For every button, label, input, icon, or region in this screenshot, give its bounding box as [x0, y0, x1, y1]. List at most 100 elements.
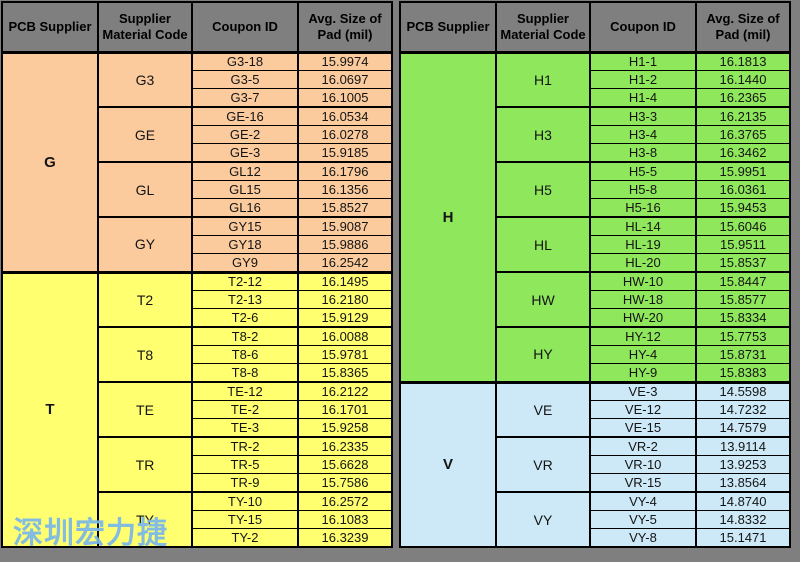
table-row: TE TE-12 16.2122 — [2, 381, 393, 439]
pad-size-cell: 15.8447 — [695, 271, 791, 291]
table-row: VY-8 15.1471 — [400, 528, 791, 548]
column-header: Avg. Size of Pad (mil) — [695, 1, 791, 53]
material-code-cell: HL — [495, 216, 591, 274]
material-code-cell: H3 — [495, 106, 591, 164]
table-row: GE-2 16.0278 — [2, 124, 393, 145]
pad-size-cell: 15.8537 — [695, 253, 791, 273]
coupon-id-cell: HL-19 — [589, 234, 697, 255]
pad-size-cell: 15.8365 — [297, 363, 393, 383]
table-row: H3-4 16.3765 — [400, 124, 791, 145]
pad-size-cell: 15.9087 — [297, 216, 393, 236]
coupon-id-cell: HW-18 — [589, 289, 697, 310]
coupon-id-cell: VR-10 — [589, 455, 697, 475]
coupon-id-cell: TE-12 — [191, 381, 299, 402]
pad-size-cell: 13.8564 — [695, 473, 791, 493]
pad-size-cell: 16.2542 — [297, 253, 393, 273]
coupon-id-cell: H3-3 — [589, 106, 697, 126]
material-code-cell: TY — [97, 491, 193, 549]
coupon-id-cell: HL-20 — [589, 253, 697, 273]
pad-size-cell: 15.8577 — [695, 289, 791, 310]
table-row: GY GY15 15.9087 — [2, 216, 393, 274]
column-header: Avg. Size of Pad (mil) — [297, 1, 393, 53]
pad-size-cell: 14.7579 — [695, 418, 791, 438]
table-row: VR-15 13.8564 — [400, 473, 791, 493]
table-row: TE-3 15.9258 — [2, 418, 393, 438]
coupon-id-cell: GY18 — [191, 234, 299, 255]
column-header: Coupon ID — [589, 1, 697, 53]
pad-size-cell: 16.2180 — [297, 289, 393, 310]
pad-size-cell: 15.6628 — [297, 455, 393, 475]
pad-size-cell: 16.0534 — [297, 106, 393, 126]
coupon-id-cell: H1-2 — [589, 69, 697, 90]
supplier-cell: V — [399, 380, 497, 549]
material-code-cell: HY — [495, 326, 591, 384]
material-code-cell: VY — [495, 491, 591, 549]
table-row: GL GL12 16.1796 — [2, 161, 393, 219]
pad-size-cell: 14.8332 — [695, 510, 791, 530]
coupon-id-cell: GL16 — [191, 198, 299, 218]
column-header: PCB Supplier — [399, 1, 497, 53]
header-row: PCB Supplier Supplier Material Code Coupon… — [1, 1, 393, 53]
table-row: TY-15 16.1083 — [2, 510, 393, 530]
coupon-id-cell: GE-3 — [191, 143, 299, 163]
column-header: PCB Supplier — [1, 1, 99, 53]
coupon-id-cell: HL-14 — [589, 216, 697, 236]
supplier-cell: H — [399, 50, 497, 384]
pad-size-cell: 15.6046 — [695, 216, 791, 236]
pad-size-cell: 13.9253 — [695, 455, 791, 475]
table-row: GY9 16.2542 — [2, 253, 393, 273]
table-row: HL-20 15.8537 — [400, 253, 791, 273]
coupon-id-cell: G3-7 — [191, 88, 299, 108]
table-row: H3 H3-3 16.2135 — [400, 106, 791, 164]
coupon-id-cell: G3-18 — [191, 50, 299, 71]
pad-size-cell: 15.9974 — [297, 50, 393, 71]
coupon-id-cell: T8-6 — [191, 344, 299, 365]
pad-size-cell: 15.8383 — [695, 363, 791, 383]
coupon-id-cell: VE-3 — [589, 380, 697, 402]
table-row: GE GE-16 16.0534 — [2, 106, 393, 164]
coupon-id-cell: H1-1 — [589, 50, 697, 71]
pad-size-cell: 15.9886 — [297, 234, 393, 255]
pad-size-cell: 16.1083 — [297, 510, 393, 530]
table-row: HL-19 15.9511 — [400, 234, 791, 255]
table-row: G3-5 16.0697 — [2, 69, 393, 90]
coupon-id-cell: T2-6 — [191, 308, 299, 328]
table-row: GE-3 15.9185 — [2, 143, 393, 163]
coupon-id-cell: TE-3 — [191, 418, 299, 438]
table-row: TR-5 15.6628 — [2, 455, 393, 475]
pad-size-cell: 15.7753 — [695, 326, 791, 347]
table-row: VR-10 13.9253 — [400, 455, 791, 475]
coupon-id-cell: HW-20 — [589, 308, 697, 328]
coupon-id-cell: VE-15 — [589, 418, 697, 438]
pad-size-cell: 16.2135 — [695, 106, 791, 126]
column-header: Supplier Material Code — [97, 1, 193, 53]
table-row: TR TR-2 16.2335 — [2, 436, 393, 494]
material-code-cell: T8 — [97, 326, 193, 384]
pad-size-cell: 16.3462 — [695, 143, 791, 163]
pad-size-cell: 13.9114 — [695, 436, 791, 457]
pad-size-cell: 16.1495 — [297, 270, 393, 291]
pad-size-cell: 16.2335 — [297, 436, 393, 457]
coupon-id-cell: H3-4 — [589, 124, 697, 145]
coupon-id-cell: H3-8 — [589, 143, 697, 163]
pad-size-cell: 16.1440 — [695, 69, 791, 90]
pad-size-cell: 16.3765 — [695, 124, 791, 145]
coupon-id-cell: H5-8 — [589, 179, 697, 200]
coupon-id-cell: GY9 — [191, 253, 299, 273]
table-row: HW HW-10 15.8447 — [400, 271, 791, 329]
coupon-id-cell: T8-8 — [191, 363, 299, 383]
pad-size-cell: 16.2572 — [297, 491, 393, 512]
material-code-cell: G3 — [97, 50, 193, 109]
coupon-id-cell: GY15 — [191, 216, 299, 236]
material-code-cell: HW — [495, 271, 591, 329]
pad-size-cell: 15.8731 — [695, 344, 791, 365]
pad-size-cell: 15.9781 — [297, 344, 393, 365]
material-code-cell: H5 — [495, 161, 591, 219]
coupon-id-cell: HY-9 — [589, 363, 697, 383]
table-row: HL HL-14 15.6046 — [400, 216, 791, 274]
table-row: V VE VE-3 14.5598 — [399, 380, 791, 549]
pad-size-cell: 15.7586 — [297, 473, 393, 493]
coupon-id-cell: VY-4 — [589, 491, 697, 512]
coupon-id-cell: VY-5 — [589, 510, 697, 530]
